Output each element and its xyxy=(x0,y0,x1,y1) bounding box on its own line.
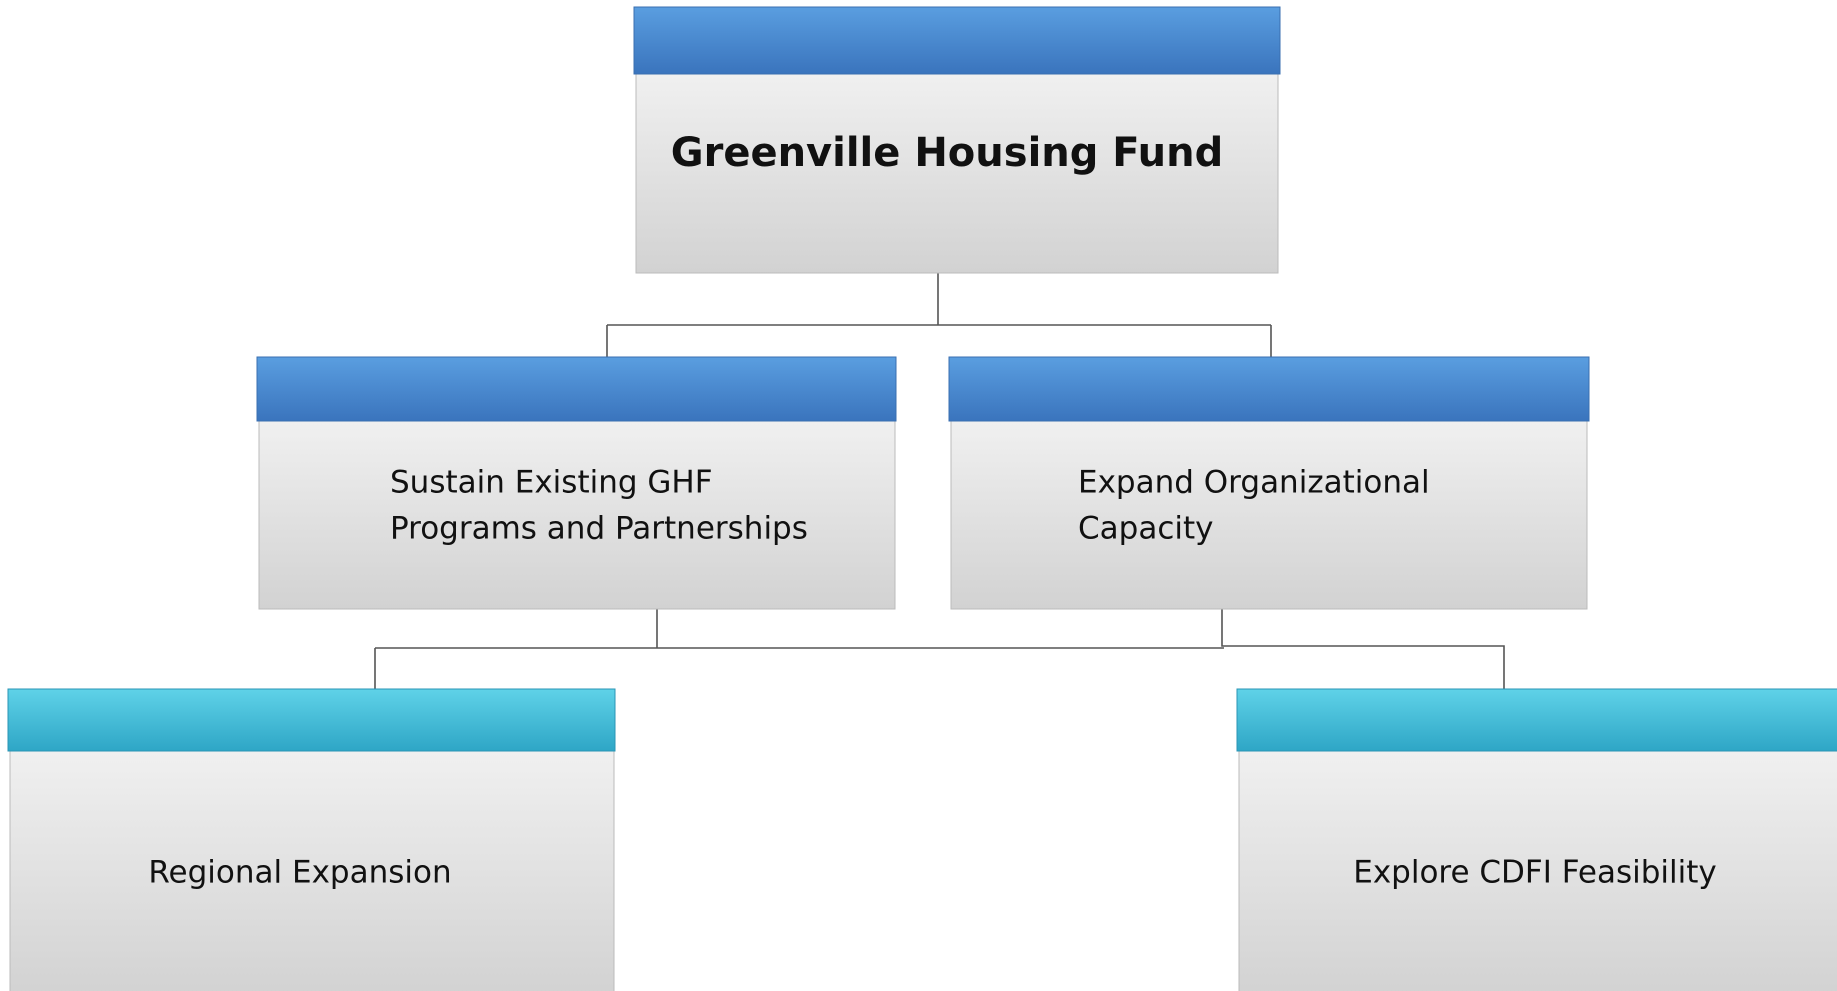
node-header xyxy=(948,356,1590,422)
node-label: Capacity xyxy=(1078,511,1213,547)
node-body xyxy=(950,420,1588,610)
node-header xyxy=(256,356,897,422)
node: Explore CDFI Feasibility xyxy=(1236,688,1837,991)
connector xyxy=(606,273,1272,357)
node-header xyxy=(7,688,616,752)
node: Expand Organizational Capacity xyxy=(948,356,1590,610)
node: Greenville Housing Fund xyxy=(633,6,1281,274)
node-label: Expand Organizational xyxy=(1078,465,1430,501)
node-body xyxy=(9,750,615,991)
node-header xyxy=(633,6,1281,75)
node-header xyxy=(1236,688,1837,752)
node: Regional Expansion xyxy=(7,688,616,991)
node-label: Sustain Existing GHF xyxy=(390,465,713,501)
node-body xyxy=(1238,750,1837,991)
node-body xyxy=(258,420,896,610)
node-label: Explore CDFI Feasibility xyxy=(1353,855,1717,891)
node-label: Greenville Housing Fund xyxy=(671,130,1223,176)
node-label: Programs and Partnerships xyxy=(390,511,808,547)
node-body xyxy=(635,73,1279,274)
connectors xyxy=(374,273,1505,689)
connector xyxy=(1221,609,1505,689)
node-label: Regional Expansion xyxy=(148,855,451,891)
connector xyxy=(374,609,1224,689)
node: Sustain Existing GHF Programs and Partne… xyxy=(256,356,897,610)
